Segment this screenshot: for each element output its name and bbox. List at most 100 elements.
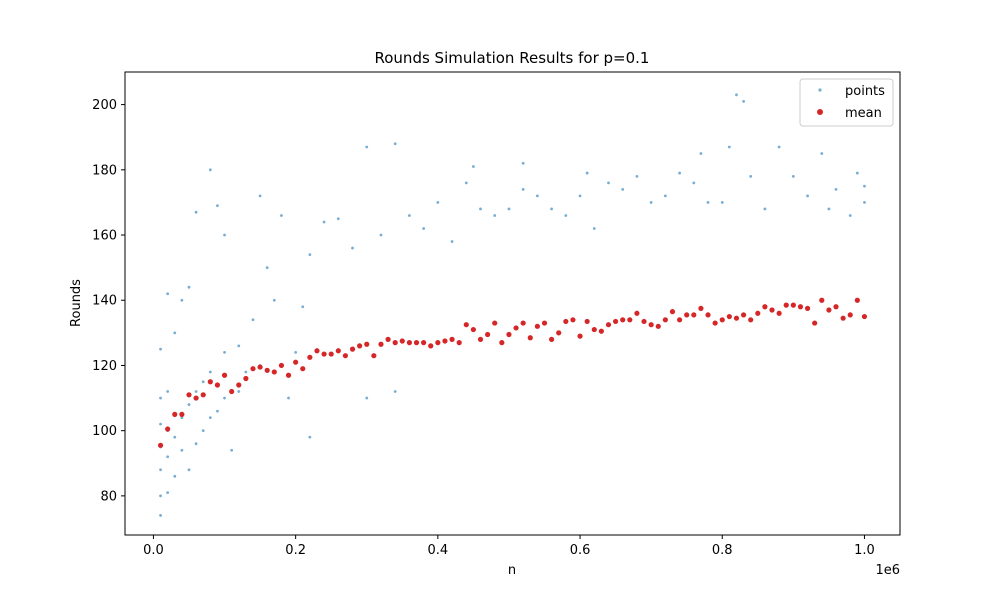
point-marker	[159, 468, 162, 472]
point-marker	[187, 468, 191, 472]
point-marker	[208, 416, 212, 420]
mean-marker	[712, 320, 718, 326]
mean-marker	[399, 338, 405, 344]
point-marker	[244, 370, 248, 374]
mean-marker	[676, 317, 683, 323]
mean-marker	[456, 340, 462, 346]
x-tick-label: 0.8	[712, 543, 733, 558]
point-marker	[521, 187, 525, 191]
mean-marker	[804, 305, 811, 311]
point-marker	[194, 390, 198, 393]
mean-marker	[392, 340, 398, 346]
x-axis: 0.0 0.2 0.4 0.6 0.8 1.0	[143, 535, 875, 558]
y-axis-label: Rounds	[69, 279, 84, 327]
point-marker	[173, 331, 177, 335]
point-marker	[301, 305, 305, 309]
mean-marker	[513, 325, 519, 331]
point-marker	[208, 370, 212, 374]
point-marker	[855, 171, 859, 175]
mean-marker	[342, 353, 349, 359]
point-marker	[308, 253, 312, 256]
mean-marker	[236, 382, 242, 388]
mean-marker	[207, 379, 213, 385]
mean-marker	[620, 317, 626, 323]
x-tick-label: 0.4	[428, 543, 449, 558]
point-marker	[258, 194, 262, 198]
y-tick-label: 120	[92, 359, 117, 374]
point-marker	[749, 174, 753, 178]
point-marker	[166, 455, 170, 459]
points-series	[159, 93, 866, 517]
mean-marker	[598, 328, 604, 334]
point-marker	[564, 214, 568, 217]
point-marker	[450, 240, 454, 243]
point-marker	[464, 181, 468, 185]
y-tick-label: 100	[92, 424, 117, 439]
point-marker	[848, 214, 852, 217]
point-marker	[265, 266, 269, 270]
mean-marker	[826, 307, 832, 313]
mean-marker	[669, 309, 676, 315]
mean-marker	[719, 317, 725, 323]
mean-marker	[435, 340, 441, 346]
point-marker	[827, 207, 831, 211]
mean-marker	[541, 320, 548, 326]
point-marker	[735, 93, 738, 97]
mean-marker	[520, 320, 526, 326]
point-marker	[223, 396, 226, 400]
point-marker	[663, 194, 667, 198]
mean-marker	[421, 340, 427, 346]
plot-frame	[124, 71, 901, 536]
point-marker	[834, 187, 838, 191]
point-marker	[863, 184, 866, 188]
point-marker	[237, 390, 241, 393]
point-marker	[201, 380, 205, 384]
mean-marker	[812, 320, 818, 326]
mean-marker	[165, 426, 171, 432]
point-marker	[208, 168, 212, 172]
mean-marker	[214, 382, 221, 388]
x-tick-label: 0.0	[143, 543, 164, 558]
mean-marker	[655, 323, 661, 329]
chart-title: Rounds Simulation Results for p=0.1	[375, 49, 650, 67]
mean-marker	[570, 317, 576, 323]
legend-marker-points	[818, 88, 822, 92]
point-marker	[166, 292, 170, 296]
y-tick-label: 140	[92, 294, 117, 309]
mean-marker	[527, 335, 533, 341]
mean-marker	[534, 323, 540, 329]
point-marker	[678, 171, 681, 175]
point-marker	[180, 416, 184, 420]
mean-marker	[776, 310, 782, 316]
point-marker	[507, 207, 511, 211]
mean-marker	[371, 353, 377, 359]
mean-marker	[250, 366, 256, 372]
y-axis: 80 100 120 140 160 180 200	[92, 98, 125, 504]
point-marker	[706, 201, 710, 204]
point-marker	[173, 435, 177, 439]
mean-marker	[733, 315, 740, 321]
mean-marker	[790, 302, 796, 308]
mean-marker	[634, 310, 640, 316]
y-tick-label: 80	[100, 489, 117, 504]
mean-marker	[357, 343, 363, 349]
mean-marker	[726, 313, 732, 320]
point-marker	[436, 201, 440, 204]
point-marker	[180, 298, 184, 302]
legend-label-mean: mean	[845, 106, 882, 121]
point-marker	[365, 396, 369, 400]
mean-marker	[335, 348, 341, 354]
mean-marker	[748, 317, 754, 323]
mean-marker	[847, 312, 853, 318]
legend: points mean	[799, 78, 894, 127]
point-marker	[521, 161, 525, 165]
point-marker	[251, 318, 255, 322]
mean-marker	[229, 388, 235, 395]
mean-marker	[314, 348, 320, 354]
mean-marker	[563, 318, 569, 325]
mean-marker	[485, 331, 491, 338]
mean-marker	[762, 304, 768, 310]
mean-marker	[278, 362, 285, 369]
point-marker	[294, 351, 298, 354]
